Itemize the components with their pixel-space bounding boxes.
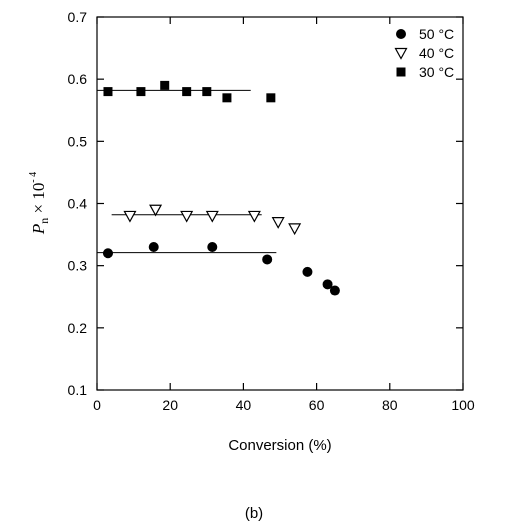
y-tick-label: 0.5 bbox=[68, 133, 88, 149]
x-tick-label: 60 bbox=[309, 397, 325, 413]
data-point bbox=[262, 254, 273, 265]
data-point bbox=[148, 242, 159, 253]
fit-lines bbox=[97, 89, 277, 254]
data-point bbox=[266, 93, 276, 103]
y-axis-label-symbol: P bbox=[29, 224, 48, 235]
data-point bbox=[160, 80, 170, 90]
data-point bbox=[247, 210, 261, 223]
data-point bbox=[205, 210, 219, 223]
data-point bbox=[123, 210, 137, 223]
y-tick-label: 0.2 bbox=[68, 320, 88, 336]
y-tick-label: 0.1 bbox=[68, 382, 88, 398]
axis-ticks: 0 20 40 60 80 100 0.1 0.2 0.3 0.4 0.5 0.6 0.7 bbox=[68, 9, 475, 413]
data-point bbox=[302, 266, 313, 277]
data-point bbox=[222, 93, 232, 103]
legend-marker bbox=[394, 47, 408, 60]
data-point bbox=[149, 204, 163, 217]
y-axis-label: Pn × 10- 4 bbox=[28, 172, 51, 235]
x-tick-label: 20 bbox=[162, 397, 178, 413]
data-point bbox=[271, 217, 285, 229]
data-point bbox=[329, 285, 340, 296]
plot-frame bbox=[96, 16, 464, 391]
x-tick-label: 40 bbox=[236, 397, 252, 413]
y-tick-label: 0.4 bbox=[68, 196, 88, 212]
x-tick-label: 80 bbox=[382, 397, 398, 413]
legend-label: 30 °C bbox=[419, 64, 454, 80]
data-point bbox=[207, 242, 218, 253]
data-point bbox=[180, 210, 194, 223]
y-tick-label: 0.3 bbox=[68, 258, 88, 274]
x-tick-label: 100 bbox=[451, 397, 475, 413]
legend-label: 40 °C bbox=[419, 45, 454, 61]
y-axis-label-times: × 10 bbox=[29, 183, 48, 218]
data-point bbox=[102, 248, 113, 259]
y-tick-label: 0.6 bbox=[68, 71, 88, 87]
y-tick-label: 0.7 bbox=[68, 9, 88, 25]
legend: 50 °C 40 °C 30 °C bbox=[394, 26, 454, 80]
legend-marker bbox=[396, 67, 406, 77]
figure-caption: (b) bbox=[245, 505, 263, 522]
x-tick-label: 0 bbox=[93, 397, 101, 413]
data-point bbox=[103, 87, 113, 97]
data-point bbox=[322, 279, 333, 290]
legend-label: 50 °C bbox=[419, 26, 454, 42]
data-point bbox=[202, 87, 212, 97]
data-point bbox=[182, 87, 192, 97]
y-axis-label-subscript: n bbox=[37, 218, 51, 224]
y-axis-label-exponent: - 4 bbox=[28, 172, 39, 183]
data-points bbox=[102, 80, 340, 296]
data-point bbox=[288, 223, 302, 236]
legend-marker bbox=[396, 29, 406, 39]
x-axis-label: Conversion (%) bbox=[228, 437, 331, 454]
data-point bbox=[136, 87, 146, 97]
